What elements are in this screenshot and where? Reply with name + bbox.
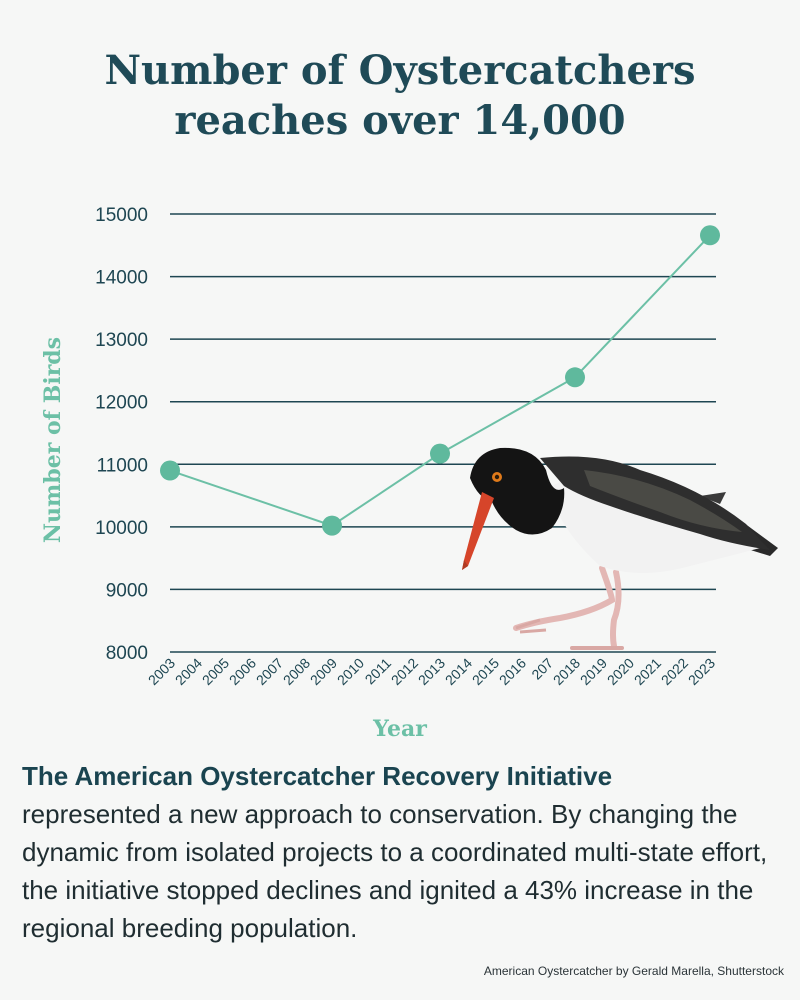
x-tick-label: 2011 [362, 655, 395, 688]
grid-lines [170, 213, 716, 653]
x-tick-label: 2014 [442, 655, 475, 688]
y-tick-label: 14000 [95, 268, 148, 289]
x-tick-label: 2012 [388, 655, 421, 688]
x-tick-label: 2008 [280, 655, 313, 688]
x-tick-label: 2019 [577, 655, 610, 688]
data-point [565, 367, 585, 388]
y-axis-title: Number of Birds [40, 337, 66, 543]
x-tick-label: 2016 [496, 655, 529, 688]
x-tick-label: 2010 [334, 655, 367, 688]
x-tick-label: 2007 [253, 655, 286, 688]
y-tick-label: 9000 [106, 580, 148, 601]
photo-credit: American Oystercatcher by Gerald Marella… [483, 964, 784, 978]
y-tick-label: 12000 [95, 393, 148, 414]
chart-title: Number of Oystercatchers reaches over 14… [0, 46, 800, 146]
description-text: represented a new approach to conservati… [22, 799, 768, 943]
title-line-1: Number of Oystercatchers [104, 47, 696, 94]
data-point [700, 225, 720, 246]
line-chart: 8000 9000 10000 11000 12000 13000 14000 15000 2… [40, 205, 778, 742]
x-tick-label: 2009 [307, 655, 340, 688]
x-tick-label: 2006 [226, 655, 259, 688]
x-tick-label: 2013 [415, 655, 448, 688]
x-tick-label: 2003 [145, 655, 178, 688]
description-lead: The American Oystercatcher Recovery Init… [22, 761, 613, 791]
data-points [160, 225, 720, 536]
title-line-2: reaches over 14,000 [174, 97, 626, 144]
data-point [322, 515, 342, 536]
x-tick-label: 2018 [550, 655, 583, 688]
y-tick-label: 8000 [106, 643, 148, 664]
data-point [160, 460, 180, 481]
x-axis-title: Year [372, 716, 427, 742]
y-tick-label: 11000 [97, 455, 148, 476]
x-tick-label: 2023 [685, 655, 718, 688]
description-paragraph: The American Oystercatcher Recovery Init… [22, 757, 782, 947]
y-tick-label: 15000 [95, 205, 148, 226]
y-tick-label: 13000 [95, 330, 148, 351]
x-tick-label: 2020 [604, 655, 637, 688]
x-tick-label: 2021 [631, 655, 664, 688]
x-tick-label: 2005 [199, 655, 232, 688]
x-axis-ticks: 2003200420052006200720082009201020112012… [145, 655, 718, 688]
y-axis-ticks: 8000 9000 10000 11000 12000 13000 14000 15000 [95, 205, 148, 664]
data-point [430, 443, 450, 464]
y-tick-label: 10000 [95, 518, 148, 539]
oystercatcher-illustration [462, 447, 778, 650]
x-tick-label: 2004 [172, 655, 205, 688]
x-tick-label: 2015 [469, 655, 502, 688]
x-tick-label: 2022 [658, 655, 691, 688]
